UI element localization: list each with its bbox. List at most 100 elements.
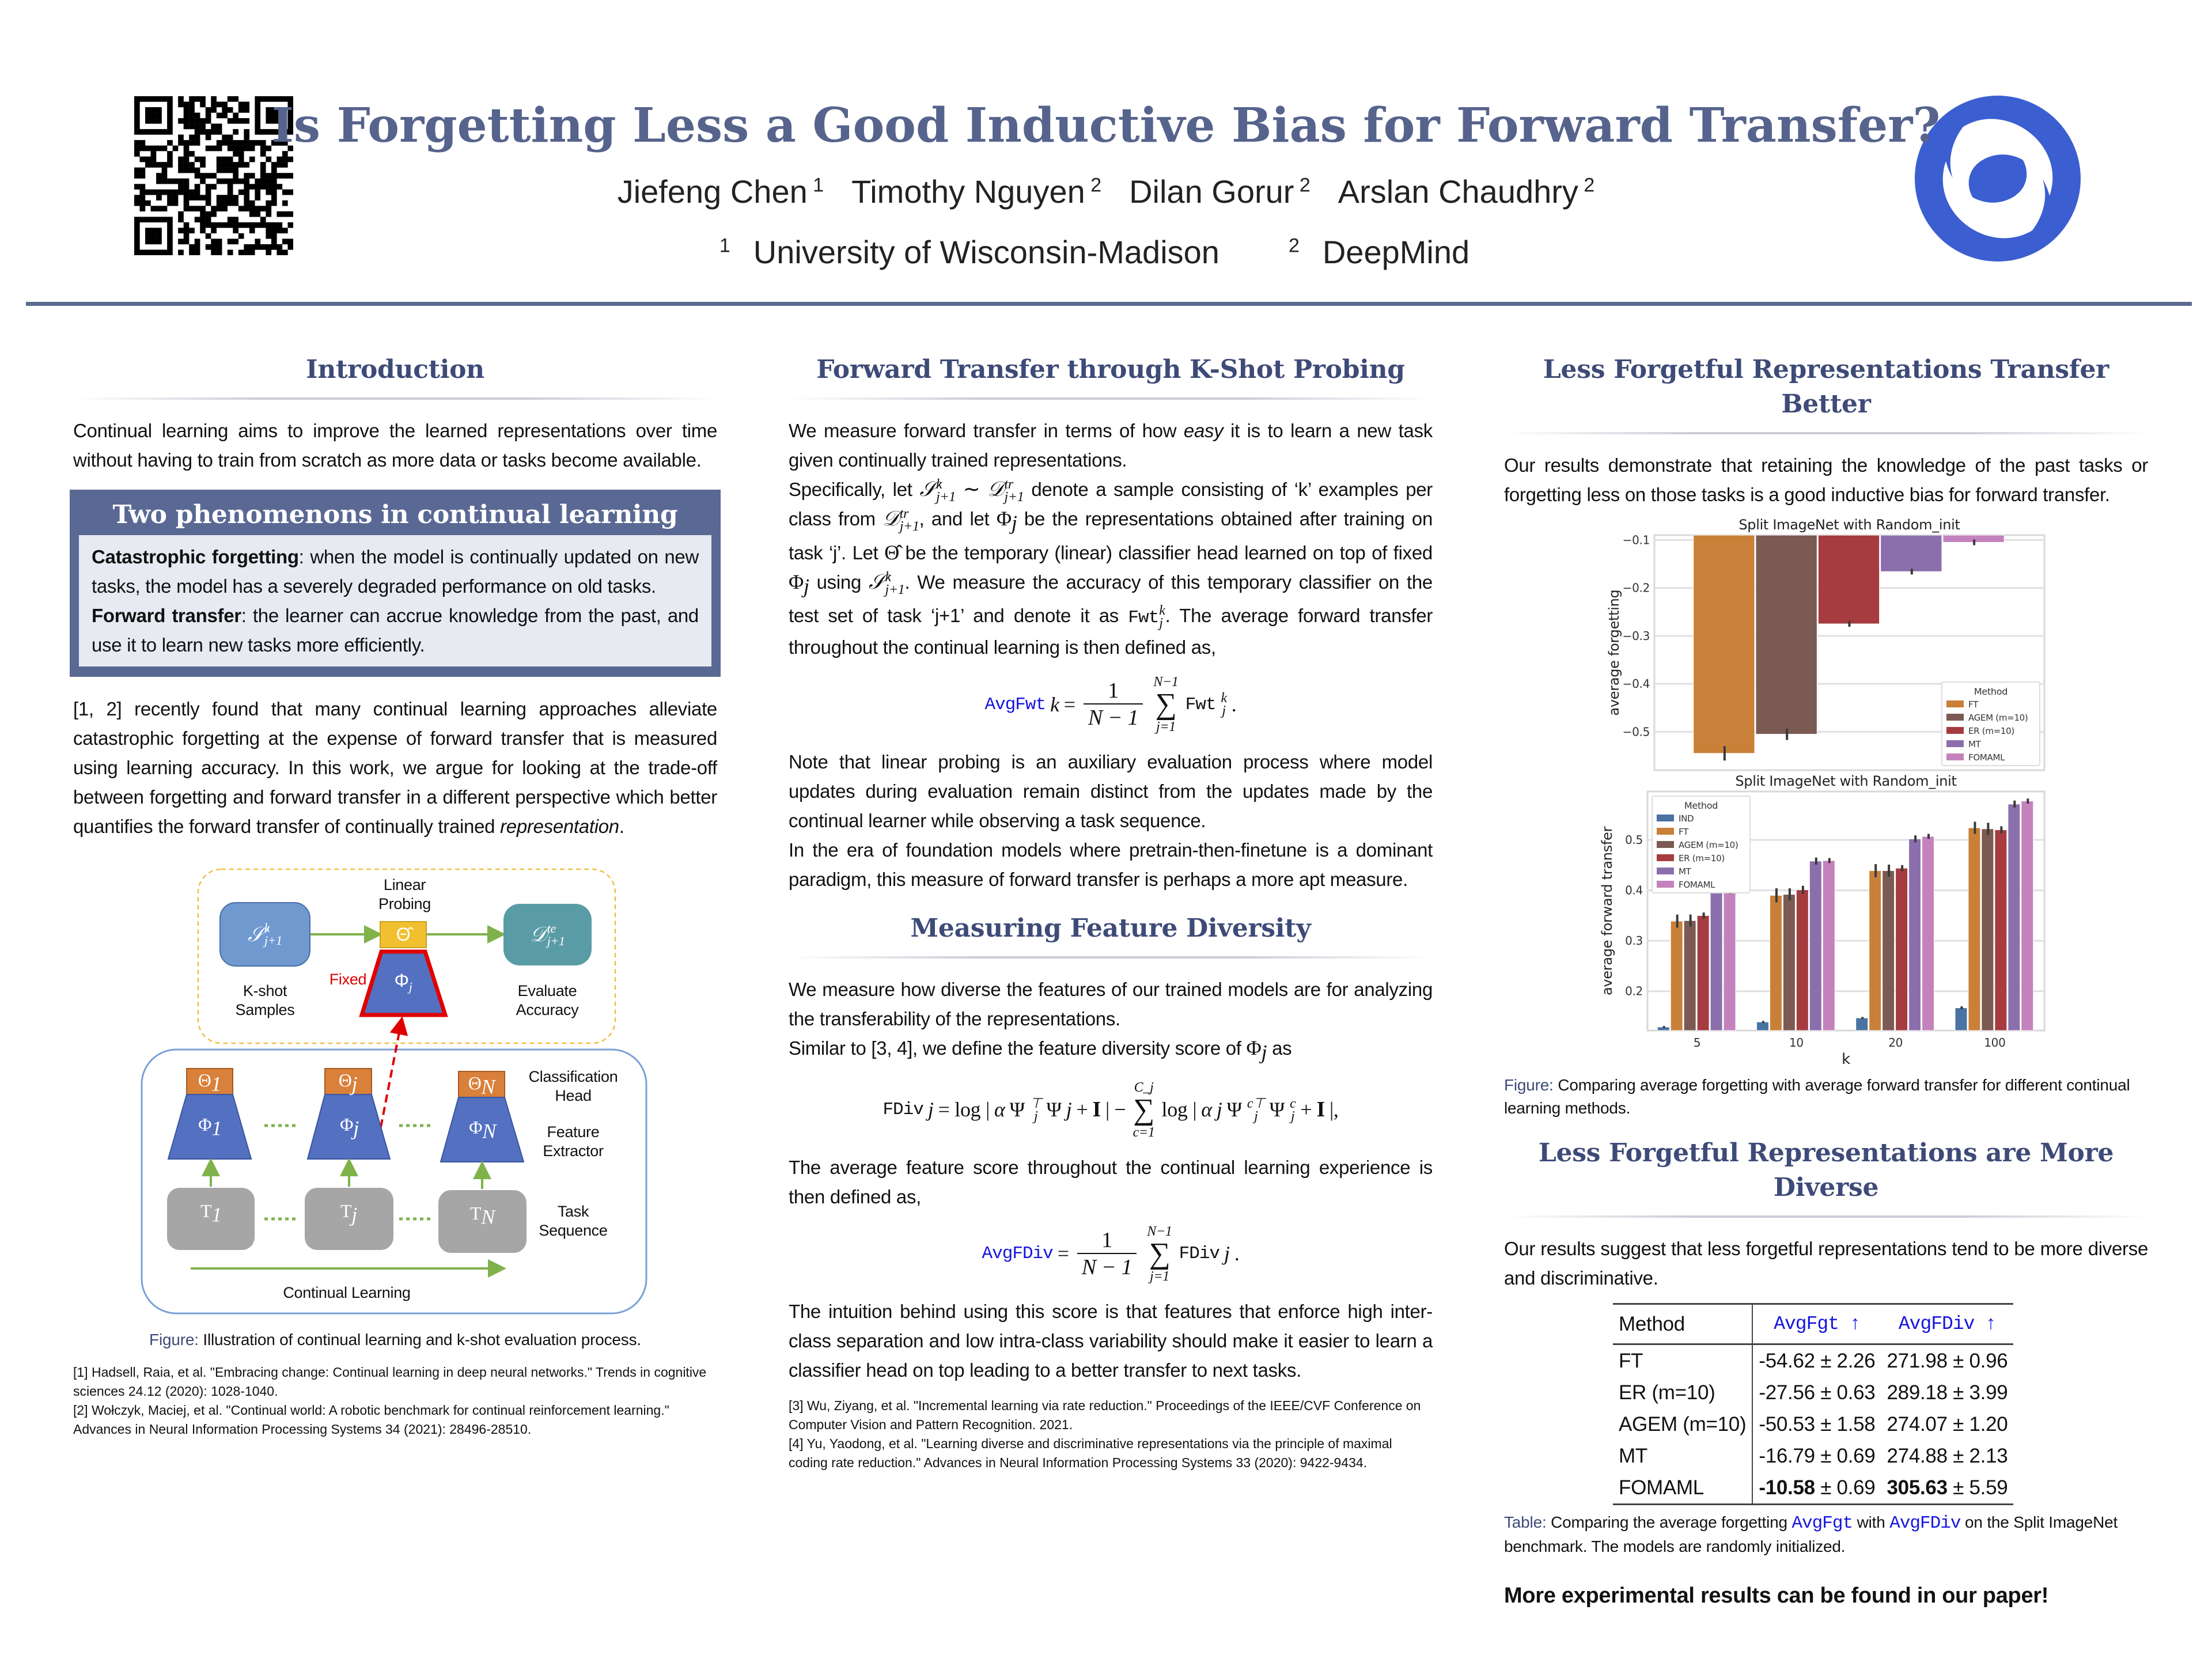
text-run: The average feature score throughout the… [789, 1156, 1433, 1207]
x-tick-label: 10 [1789, 1036, 1804, 1050]
qr-module [167, 156, 173, 162]
qr-module [249, 200, 255, 206]
best-value: 305.63 [1887, 1476, 1948, 1499]
symbol-subscript: 1 [211, 1116, 222, 1140]
qr-module [266, 233, 272, 239]
qr-module [200, 156, 206, 162]
qr-module [233, 173, 239, 179]
qr-module [156, 118, 162, 124]
qr-module [244, 249, 250, 255]
qr-module [139, 184, 146, 190]
superscript: c⊤ [1247, 1096, 1265, 1111]
qr-module [139, 129, 146, 135]
results-table: Method AvgFgt ↑ AvgFDiv ↑ FT -54.62 ± 2.2… [1613, 1303, 2014, 1505]
bold-run: Catastrophic forgetting [92, 546, 299, 567]
continual-learning-region [141, 1048, 647, 1315]
qr-module [167, 238, 173, 245]
bar [1869, 870, 1882, 1031]
bar [2008, 804, 2021, 1031]
qr-module [189, 206, 195, 212]
qr-module [216, 101, 222, 108]
qr-module [244, 195, 250, 201]
qr-module [227, 217, 233, 223]
d-symbol: 𝒟 [530, 923, 547, 946]
qr-module [183, 206, 190, 212]
legend-label: FOMAML [1968, 752, 2005, 763]
qr-module [222, 107, 228, 113]
bar [1670, 921, 1683, 1031]
qr-module [227, 145, 233, 151]
qr-module [145, 217, 151, 223]
qr-module [266, 112, 272, 119]
qr-module [233, 118, 239, 124]
math-text: Θ̂ [884, 540, 899, 564]
qr-module [156, 162, 162, 168]
qr-module [178, 156, 184, 162]
qr-module [189, 228, 195, 234]
qr-module [287, 123, 293, 130]
diversity-paragraph-3: The average feature score throughout the… [789, 1153, 1433, 1211]
legend-swatch [1946, 727, 1964, 734]
qr-module [227, 167, 233, 173]
qr-module [156, 233, 162, 239]
closing-statement: More experimental results can be found i… [1504, 1584, 2049, 1608]
qr-module [161, 129, 168, 135]
author: Dilan Gorur 2 [1129, 173, 1310, 210]
qr-module [178, 167, 184, 173]
qr-module [271, 244, 277, 250]
qr-module [222, 200, 228, 206]
qr-module [167, 195, 173, 201]
results-paragraph: Our results demonstrate that retaining t… [1504, 450, 2148, 509]
x-tick-label: 100 [1984, 1036, 2005, 1050]
qr-module [276, 173, 283, 179]
extractor-label: Φj [308, 1115, 391, 1139]
qr-module [238, 178, 244, 184]
qr-module [216, 178, 222, 184]
qr-module [156, 129, 162, 135]
math-text: Φ [1246, 1036, 1262, 1060]
qr-module [134, 151, 140, 157]
qr-module [150, 162, 157, 168]
diagram-shapes [141, 868, 647, 1315]
qr-module [134, 249, 140, 255]
phenomena-box: Two phenomenons in continual learning Ca… [70, 490, 721, 677]
section-heading-introduction: Introduction [73, 353, 717, 400]
qr-module [183, 107, 190, 113]
qr-module [227, 249, 233, 255]
qr-module [287, 101, 293, 108]
legend-swatch [1657, 828, 1674, 835]
qr-module [276, 118, 283, 124]
phenomena-box-title: Two phenomenons in continual learning [112, 500, 678, 529]
qr-module [205, 107, 211, 113]
qr-module [266, 107, 272, 113]
author: Jiefeng Chen 1 [618, 173, 824, 210]
metric-name: AvgFgt [1791, 1513, 1853, 1533]
symbol-subscript: N [481, 1205, 495, 1229]
qr-module [271, 178, 277, 184]
qr-module [178, 249, 184, 255]
chart-average-forgetting: −0.1 −0.2 −0.3 −0.4 −0.5 Split ImageNet with … [1606, 517, 2046, 771]
qr-module [150, 118, 157, 124]
qr-module [233, 112, 239, 119]
intro-paragraph-2: [1, 2] recently found that many continua… [73, 694, 717, 841]
qr-module [194, 173, 200, 179]
qr-module [287, 189, 293, 195]
qr-module [150, 206, 157, 212]
y-tick-label: −0.3 [1623, 629, 1650, 643]
intro-paragraph: Continual learning aims to improve the l… [73, 416, 717, 475]
math-symbol: α [1201, 1098, 1212, 1122]
qr-module [238, 249, 244, 255]
qr-module [183, 145, 190, 151]
affiliation-name: DeepMind [1322, 234, 1470, 270]
qr-module [255, 184, 261, 190]
qr-module [233, 228, 239, 234]
sum-sign: ∑ [1133, 1093, 1154, 1126]
qr-module [183, 151, 190, 157]
qr-module [183, 189, 190, 195]
qr-module [233, 96, 239, 102]
text-run: , and let [919, 508, 997, 529]
qr-module [282, 140, 288, 146]
error: ± 0.69 [1815, 1476, 1876, 1499]
caption-label: Figure: [149, 1331, 199, 1349]
linear-probing-label: Linear Probing [378, 876, 431, 912]
